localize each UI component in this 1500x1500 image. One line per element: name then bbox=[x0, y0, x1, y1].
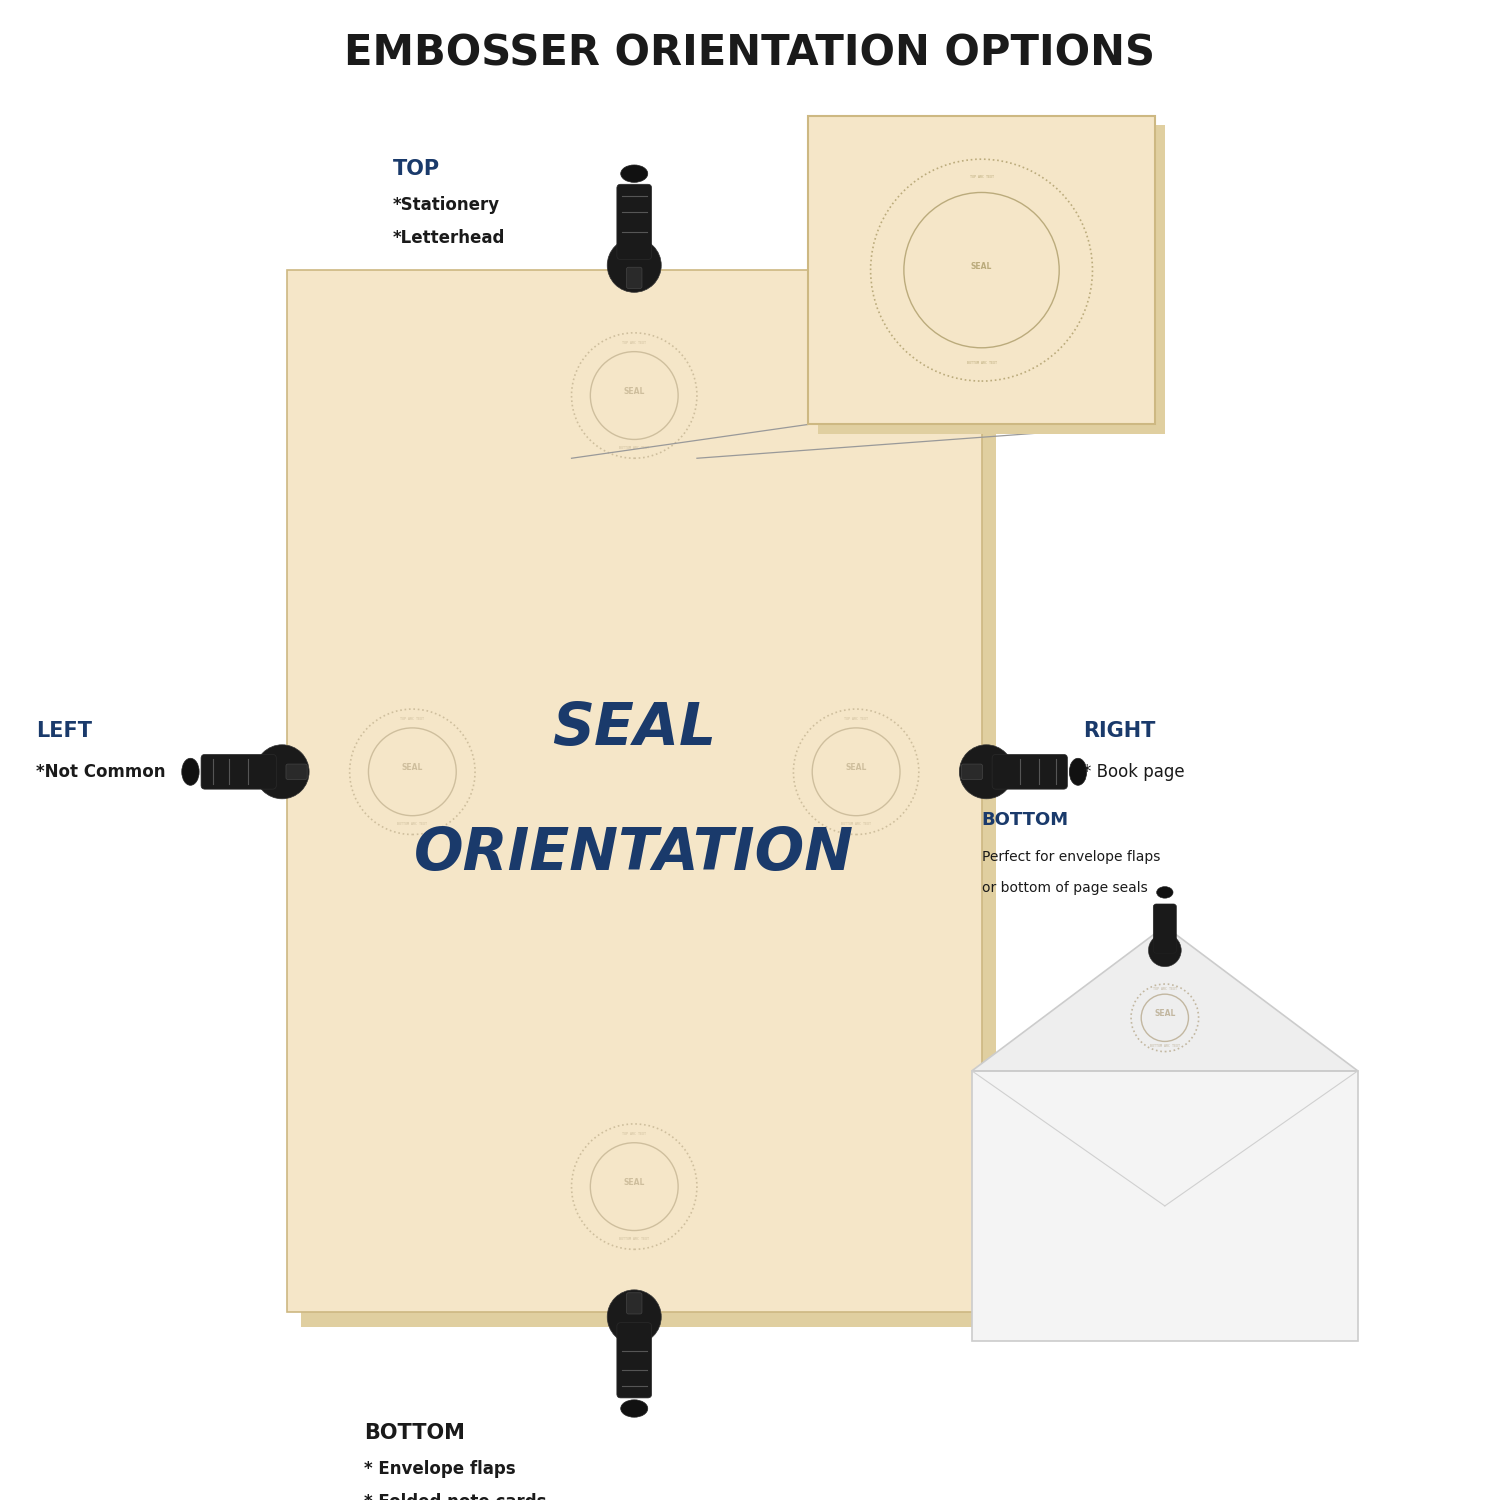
Text: TOP ARC TEXT: TOP ARC TEXT bbox=[969, 176, 993, 178]
FancyBboxPatch shape bbox=[616, 1323, 651, 1398]
Text: BOTTOM ARC TEXT: BOTTOM ARC TEXT bbox=[1150, 1044, 1180, 1048]
Text: * Book page: * Book page bbox=[1083, 764, 1185, 782]
Text: * Envelope flaps: * Envelope flaps bbox=[364, 1461, 516, 1479]
Text: TOP ARC TEXT: TOP ARC TEXT bbox=[1154, 987, 1178, 992]
Circle shape bbox=[960, 746, 1014, 800]
Text: SEAL: SEAL bbox=[402, 764, 423, 772]
Bar bbox=[302, 285, 996, 1326]
Circle shape bbox=[608, 238, 662, 292]
Bar bbox=[808, 116, 1155, 424]
Text: TOP ARC TEXT: TOP ARC TEXT bbox=[400, 717, 424, 722]
Text: SEAL: SEAL bbox=[1154, 1010, 1176, 1019]
Text: or bottom of page seals: or bottom of page seals bbox=[981, 880, 1148, 894]
Text: LEFT: LEFT bbox=[36, 722, 92, 741]
Text: SEAL: SEAL bbox=[552, 700, 717, 758]
Circle shape bbox=[608, 1290, 662, 1344]
Ellipse shape bbox=[621, 165, 648, 183]
Text: SEAL: SEAL bbox=[624, 387, 645, 396]
Bar bbox=[818, 126, 1166, 433]
Text: RIGHT: RIGHT bbox=[1083, 722, 1155, 741]
Text: *Stationery: *Stationery bbox=[393, 196, 500, 214]
FancyBboxPatch shape bbox=[616, 184, 651, 260]
FancyBboxPatch shape bbox=[992, 754, 1068, 789]
FancyBboxPatch shape bbox=[286, 764, 308, 780]
Circle shape bbox=[1149, 934, 1180, 966]
Text: BOTTOM ARC TEXT: BOTTOM ARC TEXT bbox=[620, 446, 650, 450]
Text: BOTTOM ARC TEXT: BOTTOM ARC TEXT bbox=[966, 362, 996, 366]
Text: TOP ARC TEXT: TOP ARC TEXT bbox=[622, 340, 646, 345]
Ellipse shape bbox=[1070, 759, 1086, 786]
Circle shape bbox=[255, 746, 309, 800]
Text: ORIENTATION: ORIENTATION bbox=[414, 825, 855, 882]
Ellipse shape bbox=[1156, 886, 1173, 898]
Polygon shape bbox=[972, 926, 1358, 1071]
Text: SEAL: SEAL bbox=[624, 1179, 645, 1188]
Bar bbox=[972, 1071, 1358, 1341]
FancyBboxPatch shape bbox=[201, 754, 276, 789]
Text: EMBOSSER ORIENTATION OPTIONS: EMBOSSER ORIENTATION OPTIONS bbox=[345, 32, 1155, 74]
Text: BOTTOM ARC TEXT: BOTTOM ARC TEXT bbox=[842, 822, 872, 827]
FancyBboxPatch shape bbox=[962, 764, 982, 780]
Ellipse shape bbox=[621, 1400, 648, 1417]
FancyBboxPatch shape bbox=[627, 1293, 642, 1314]
FancyBboxPatch shape bbox=[1154, 904, 1176, 952]
Text: *Letterhead: *Letterhead bbox=[393, 230, 506, 248]
Text: * Folded note cards: * Folded note cards bbox=[364, 1492, 546, 1500]
Text: TOP: TOP bbox=[393, 159, 439, 178]
Ellipse shape bbox=[182, 759, 200, 786]
Text: SEAL: SEAL bbox=[970, 262, 992, 272]
Bar bbox=[286, 270, 981, 1312]
Text: Perfect for envelope flaps: Perfect for envelope flaps bbox=[981, 849, 1160, 864]
Text: SEAL: SEAL bbox=[846, 764, 867, 772]
Text: BOTTOM: BOTTOM bbox=[364, 1422, 465, 1443]
FancyBboxPatch shape bbox=[627, 267, 642, 288]
Text: BOTTOM ARC TEXT: BOTTOM ARC TEXT bbox=[398, 822, 427, 827]
Text: BOTTOM ARC TEXT: BOTTOM ARC TEXT bbox=[620, 1238, 650, 1242]
Text: *Not Common: *Not Common bbox=[36, 764, 165, 782]
Text: BOTTOM: BOTTOM bbox=[981, 812, 1068, 830]
Text: TOP ARC TEXT: TOP ARC TEXT bbox=[622, 1132, 646, 1136]
Text: TOP ARC TEXT: TOP ARC TEXT bbox=[844, 717, 868, 722]
